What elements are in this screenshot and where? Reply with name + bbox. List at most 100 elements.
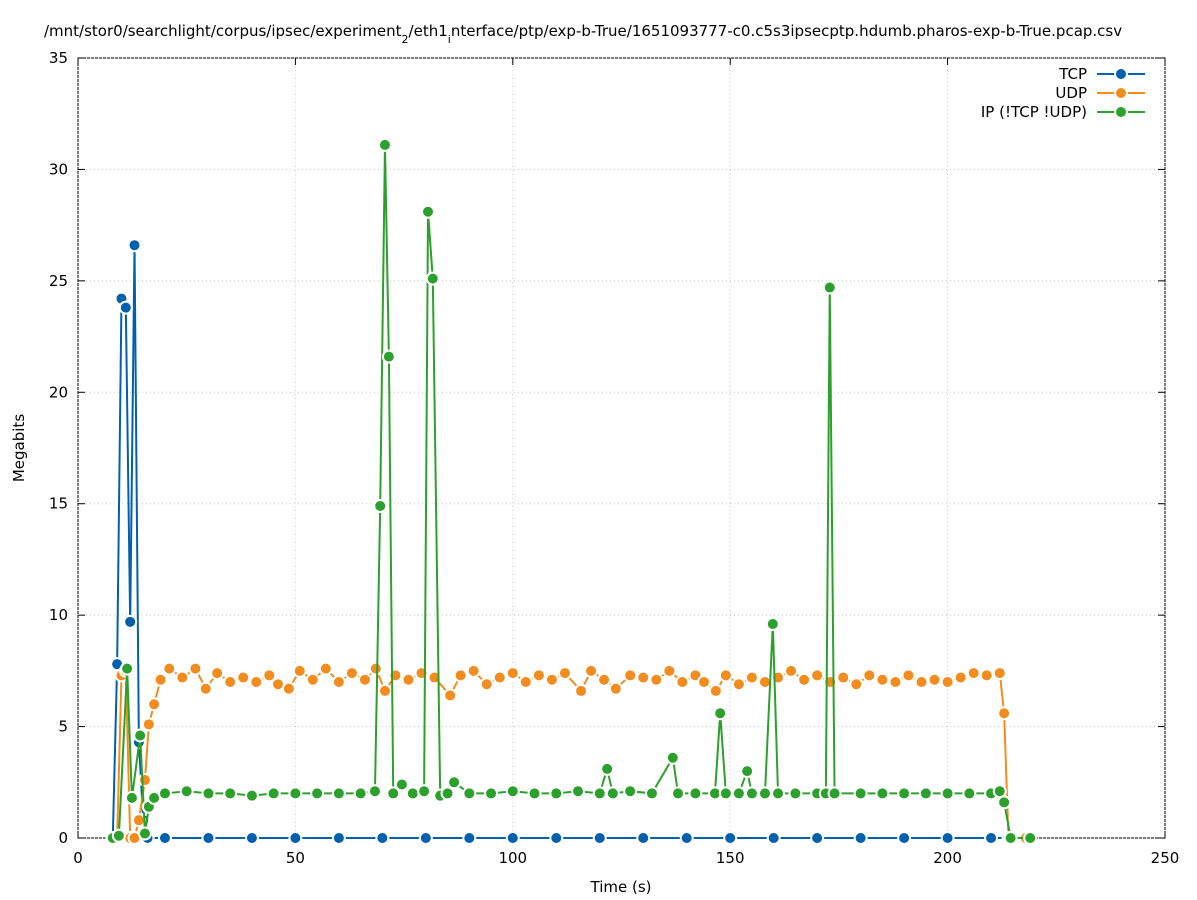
- y-tick-label: 0: [58, 829, 68, 847]
- data-point: [771, 786, 786, 801]
- data-point: [262, 668, 277, 683]
- data-point: [484, 786, 499, 801]
- data-point: [492, 670, 507, 685]
- data-point: [636, 670, 651, 685]
- data-point: [127, 238, 142, 253]
- data-point: [875, 786, 890, 801]
- data-point: [662, 663, 677, 678]
- data-point: [810, 831, 825, 845]
- x-tick-label: 50: [286, 849, 305, 867]
- data-point: [757, 786, 772, 801]
- data-point: [244, 831, 259, 845]
- data-point: [623, 668, 638, 683]
- title-part: /eth1: [409, 22, 448, 40]
- data-point: [505, 831, 520, 845]
- data-point: [600, 761, 615, 776]
- data-point: [784, 663, 799, 678]
- data-point: [236, 670, 251, 685]
- data-point: [141, 717, 156, 732]
- data-point: [462, 831, 477, 845]
- data-point: [266, 786, 281, 801]
- data-point: [377, 137, 392, 152]
- data-point: [718, 668, 733, 683]
- y-tick-label: 10: [49, 606, 68, 624]
- data-point: [310, 786, 325, 801]
- y-tick-label: 5: [58, 718, 68, 736]
- data-point: [992, 666, 1007, 681]
- data-point: [118, 300, 133, 315]
- title-part: 2: [402, 33, 409, 46]
- data-point: [440, 786, 455, 801]
- data-point: [918, 786, 933, 801]
- data-point: [853, 831, 868, 845]
- legend-label: TCP: [1058, 65, 1087, 83]
- data-point: [418, 831, 433, 845]
- y-tick-label: 20: [49, 383, 68, 401]
- data-point: [505, 666, 520, 681]
- data-point: [518, 675, 533, 689]
- data-point: [447, 775, 462, 790]
- data-point: [223, 675, 238, 689]
- y-tick-label: 25: [49, 272, 68, 290]
- data-point: [405, 786, 420, 801]
- x-tick-label: 0: [73, 849, 83, 867]
- chart-title: /mnt/stor0/searchlight/corpus/ipsec/expe…: [44, 22, 1122, 46]
- data-point: [665, 750, 680, 765]
- data-point: [723, 831, 738, 845]
- data-point: [574, 683, 589, 698]
- data-point: [377, 683, 392, 698]
- data-point: [827, 786, 842, 801]
- y-tick-label: 30: [49, 160, 68, 178]
- data-point: [162, 661, 177, 676]
- data-point: [527, 786, 542, 801]
- data-point: [608, 681, 623, 696]
- data-point: [571, 784, 586, 799]
- data-point: [147, 697, 162, 712]
- data-point: [344, 666, 359, 681]
- title-part: nterface/ptp/exp-b-True/1651093777-c0.c5…: [451, 22, 1122, 40]
- data-point: [288, 786, 303, 801]
- data-point: [592, 786, 607, 801]
- data-point: [940, 675, 955, 689]
- data-point: [875, 672, 890, 687]
- data-point: [836, 670, 851, 685]
- data-point: [597, 672, 612, 687]
- x-axis-label: Time (s): [590, 878, 652, 896]
- data-point: [249, 675, 264, 689]
- data-point: [305, 672, 320, 687]
- data-point: [425, 271, 440, 286]
- series-line: [111, 245, 1026, 839]
- series-line: [112, 666, 1026, 839]
- data-point: [810, 668, 825, 683]
- data-point: [157, 786, 172, 801]
- data-point: [331, 786, 346, 801]
- data-point: [188, 661, 203, 676]
- data-point: [636, 831, 651, 845]
- data-point: [675, 675, 690, 689]
- data-point: [897, 786, 912, 801]
- data-point: [479, 677, 494, 692]
- data-point: [394, 777, 409, 792]
- title-part: /mnt/stor0/searchlight/corpus/ipsec/expe…: [44, 22, 402, 40]
- data-point: [331, 675, 346, 689]
- data-point: [318, 661, 333, 676]
- data-point: [1023, 831, 1038, 845]
- data-point: [744, 786, 759, 801]
- data-point: [386, 786, 401, 801]
- data-point: [744, 670, 759, 685]
- data-point: [766, 831, 781, 845]
- plot-frame: [77, 57, 1166, 839]
- data-point: [198, 681, 213, 696]
- data-point: [862, 668, 877, 683]
- data-point: [962, 786, 977, 801]
- data-point: [443, 688, 458, 703]
- data-point: [797, 672, 812, 687]
- data-point: [331, 831, 346, 845]
- data-point: [914, 675, 929, 689]
- data-point: [966, 666, 981, 681]
- data-point: [357, 672, 372, 687]
- data-point: [718, 786, 733, 801]
- data-point: [137, 773, 152, 788]
- data-point: [644, 786, 659, 801]
